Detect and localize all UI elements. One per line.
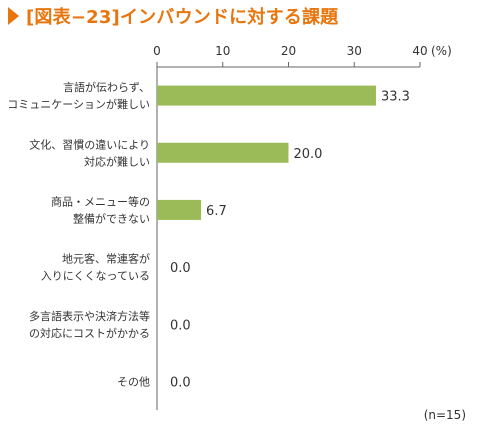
x-tick-label: 40: [412, 44, 427, 58]
category-label: 文化、習慣の違いにより対応が難しい: [29, 137, 150, 168]
data-label: 0.0: [170, 318, 191, 333]
data-label: 6.7: [206, 204, 227, 219]
triangle-marker-icon: [8, 7, 19, 25]
bar: [157, 199, 202, 220]
data-label: 0.0: [170, 261, 191, 276]
x-tick-label: 30: [347, 44, 362, 58]
x-tick-label: 10: [215, 44, 230, 58]
category-labels: 言語が伝わらず、コミュニケーションが難しい文化、習慣の違いにより対応が難しい商品…: [7, 80, 150, 388]
x-tick-label: 0: [153, 44, 161, 58]
sample-size-note: (n=15): [423, 408, 466, 422]
data-label: 33.3: [381, 90, 410, 105]
category-label: その他: [117, 375, 150, 388]
data-label: 20.0: [294, 147, 323, 162]
bar: [157, 142, 289, 163]
category-label: 商品・メニュー等の整備ができない: [51, 194, 150, 225]
category-label: 地元客、常連客が入りにくくなっている: [41, 252, 150, 283]
chart-title: [図表−23]インバウンドに対する課題: [26, 7, 339, 28]
bar: [157, 85, 376, 106]
category-label: 言語が伝わらず、コミュニケーションが難しい: [7, 80, 150, 111]
bar-series: [157, 85, 376, 220]
data-label: 0.0: [170, 375, 191, 390]
x-tick-label: 20: [281, 44, 296, 58]
category-label: 多言語表示や決済方法等の対応にコストがかかる: [29, 309, 150, 340]
chart-title-block: [図表−23]インバウンドに対する課題: [8, 2, 338, 30]
axis-unit-label: (%): [431, 44, 452, 58]
x-axis-ticks: 0 10 20 30 40: [153, 44, 428, 67]
value-labels: 33.3 20.0 6.7 0.0 0.0 0.0: [170, 90, 410, 391]
